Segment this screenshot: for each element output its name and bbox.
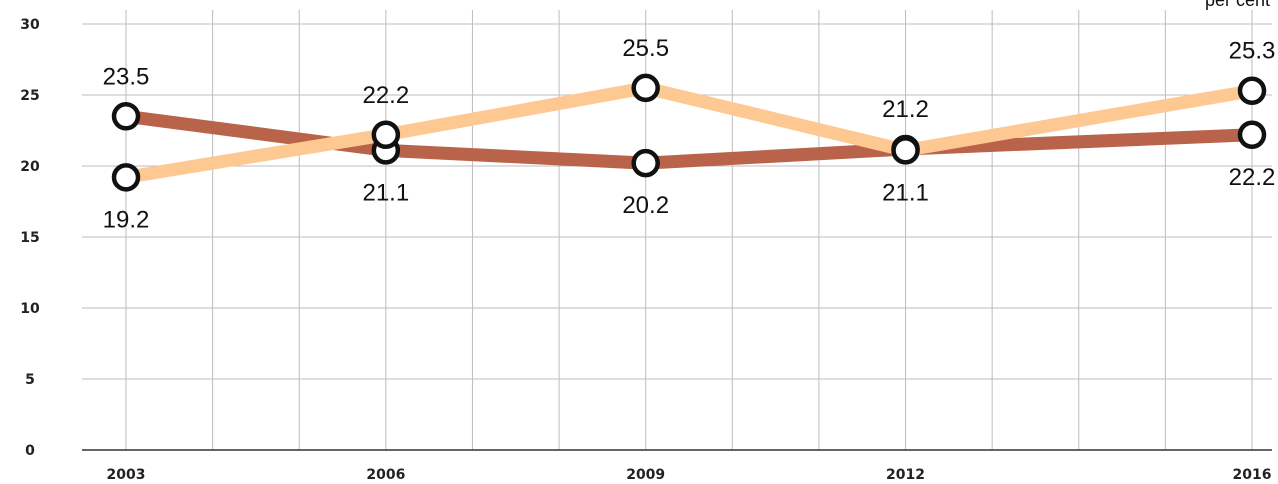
series-1-data-label: 21.1 [362,179,409,206]
series-lines [124,81,1254,184]
series-2-point [891,136,920,165]
x-tick-label: 2006 [366,467,405,483]
series-1-data-label: 22.2 [1229,164,1276,191]
series-2-data-label: 19.2 [103,206,150,233]
grid [82,10,1272,450]
series-2-point [111,163,141,192]
y-tick-label: 10 [20,301,40,317]
x-tick-label: 2009 [626,467,665,483]
series-1-data-label: 23.5 [103,63,150,90]
x-tick-label: 2016 [1233,467,1272,483]
series-2-data-label: 21.1 [882,179,929,206]
series-1-data-label: 21.2 [882,96,929,123]
series-1-data-label: 20.2 [622,192,669,219]
y-tick-label: 20 [20,159,40,175]
x-tick-label: 2003 [107,467,146,483]
axes: 0 5 10 15 20 25 30 2003 2006 2009 2012 2016 [20,17,1272,483]
series-markers [111,73,1267,192]
y-tick-label: 30 [20,17,40,33]
series-1-point [1237,120,1267,150]
y-tick-label: 25 [20,88,39,104]
series-1-point [631,148,660,178]
series-2-data-label: 25.3 [1229,38,1276,65]
y-tick-label: 5 [25,372,35,388]
unit-label: per cent [1205,0,1270,10]
y-tick-label: 15 [20,230,39,246]
series-1-point [111,102,141,131]
series-2-data-label: 22.2 [362,82,409,109]
x-tick-label: 2012 [886,467,925,483]
series-2-data-label: 25.5 [622,35,669,62]
data-labels: 23.5 21.1 20.2 21.2 22.2 19.2 22.2 25.5 21.1 25.3 [103,35,1276,233]
series-2-point [371,120,401,150]
y-tick-label: 0 [25,443,35,459]
series-2-point [1237,76,1267,105]
series-2-point [631,73,660,103]
